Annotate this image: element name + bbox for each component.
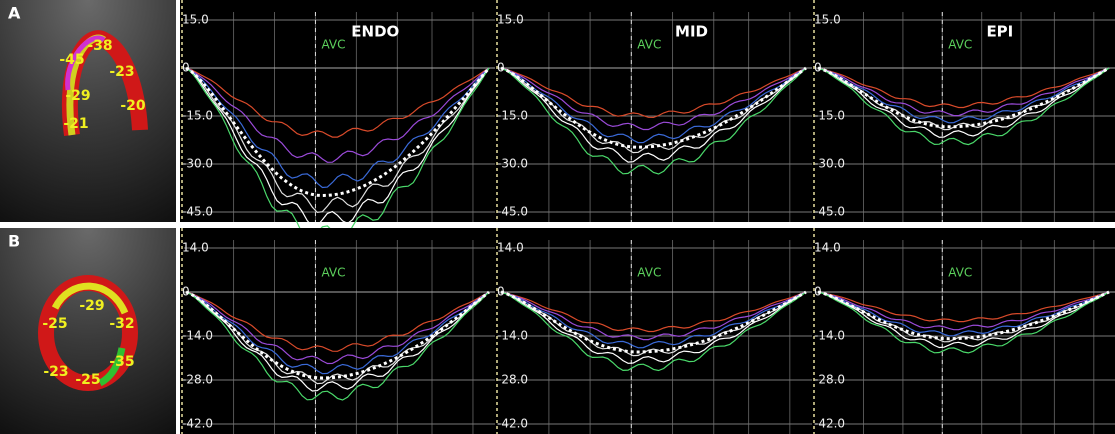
- y-tick-label: -15.0: [814, 109, 845, 123]
- plot-background: [495, 0, 812, 222]
- avc-label: AVC: [321, 38, 345, 52]
- y-tick-label: 14.0: [497, 241, 524, 255]
- avc-label: AVC: [948, 38, 972, 52]
- avc-label: AVC: [637, 266, 661, 280]
- y-tick-label: -42.0: [497, 417, 528, 431]
- plot-background: [812, 228, 1115, 434]
- y-tick-label: -42.0: [182, 417, 213, 431]
- y-tick-label: -15.0: [182, 109, 213, 123]
- y-tick-label: -42.0: [814, 417, 845, 431]
- plot-title: MID: [675, 23, 708, 41]
- segment-label: -25: [42, 316, 67, 332]
- y-tick-label: -28.0: [814, 373, 845, 387]
- y-tick-label: -30.0: [182, 157, 213, 171]
- y-tick-label: -14.0: [182, 329, 213, 343]
- segment-label: -29: [65, 88, 90, 104]
- ultrasound-image: [0, 228, 176, 434]
- y-tick-label: -14.0: [497, 329, 528, 343]
- segment-label: -29: [79, 298, 104, 314]
- avc-label: AVC: [637, 38, 661, 52]
- segment-label: -38: [87, 38, 112, 54]
- figure: -38-45 -23 -29 -20 -21 A 15.0 0 -15.0 -30.0 -45.0 A…: [0, 0, 1115, 434]
- y-tick-label: -45.0: [182, 205, 213, 219]
- segment-label: -25: [75, 372, 100, 388]
- plot-title: EPI: [986, 23, 1013, 41]
- segment-label: -23: [43, 364, 68, 380]
- plot-background: [180, 228, 495, 434]
- plot-title: ENDO: [351, 23, 399, 41]
- y-tick-label: 15.0: [814, 13, 841, 27]
- segment-label: -35: [109, 354, 134, 370]
- segment-label: -21: [63, 116, 88, 132]
- y-tick-label: 14.0: [814, 241, 841, 255]
- segment-label: -20: [120, 98, 146, 114]
- segment-label: -45: [59, 52, 84, 68]
- plot-background: [812, 0, 1115, 222]
- panel-label: A: [8, 4, 21, 23]
- y-tick-label: 14.0: [182, 241, 209, 255]
- y-tick-label: 0: [182, 61, 190, 75]
- y-tick-label: 15.0: [497, 13, 524, 27]
- y-tick-label: -45.0: [814, 205, 845, 219]
- segment-label: -32: [109, 316, 134, 332]
- y-tick-label: -15.0: [497, 109, 528, 123]
- y-tick-label: -30.0: [497, 157, 528, 171]
- plot-background: [180, 0, 495, 222]
- y-tick-label: -30.0: [814, 157, 845, 171]
- segment-label: -23: [109, 64, 134, 80]
- y-tick-label: -45.0: [497, 205, 528, 219]
- panel-label: B: [8, 232, 20, 251]
- y-tick-label: -14.0: [814, 329, 845, 343]
- y-tick-label: -28.0: [182, 373, 213, 387]
- y-tick-label: -28.0: [497, 373, 528, 387]
- y-tick-label: 15.0: [182, 13, 209, 27]
- avc-label: AVC: [321, 266, 345, 280]
- avc-label: AVC: [948, 266, 972, 280]
